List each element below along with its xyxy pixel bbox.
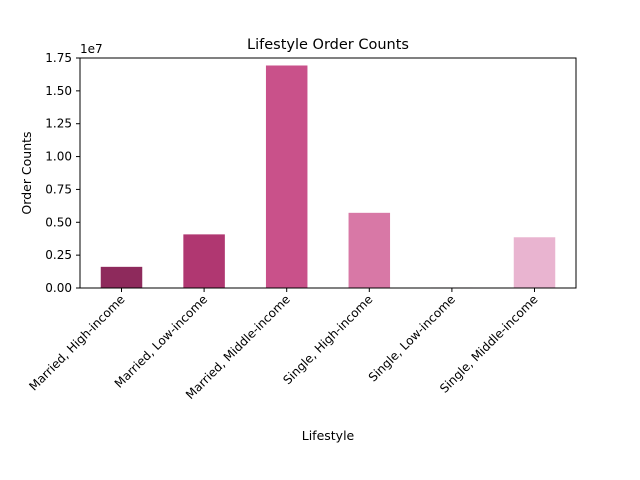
y-tick-label: 1.50 xyxy=(45,84,72,98)
y-tick-label: 0.25 xyxy=(45,248,72,262)
y-axis-multiplier: 1e7 xyxy=(80,42,103,56)
y-tick-label: 1.25 xyxy=(45,117,72,131)
y-tick-label: 1.00 xyxy=(45,150,72,164)
bar-1 xyxy=(100,266,143,288)
x-axis-label: Lifestyle xyxy=(302,428,355,443)
y-tick-label: 0.50 xyxy=(45,215,72,229)
y-ticks-group: 0.00 0.25 0.50 0.75 1.00 1.25 1.50 1.75 xyxy=(45,51,80,295)
bar-2 xyxy=(183,234,225,288)
bar-3 xyxy=(265,65,308,289)
chart-title: Lifestyle Order Counts xyxy=(247,37,409,53)
x-tick-label: Married, Low-income xyxy=(112,292,210,390)
x-tick-label: Single, Low-income xyxy=(366,292,458,384)
x-tick-label: Single, Middle-income xyxy=(437,292,541,396)
x-tick-label: Single, High-income xyxy=(280,292,375,387)
y-tick-label: 1.75 xyxy=(45,51,72,65)
plot-frame xyxy=(79,57,577,289)
bars-group xyxy=(100,65,556,289)
x-tick-label: Married, High-income xyxy=(26,292,127,393)
y-tick-label: 0.00 xyxy=(45,281,72,295)
bar-4 xyxy=(348,212,391,288)
y-axis-label: Order Counts xyxy=(19,131,34,214)
bar-6 xyxy=(513,237,556,288)
y-tick-label: 0.75 xyxy=(45,182,72,196)
